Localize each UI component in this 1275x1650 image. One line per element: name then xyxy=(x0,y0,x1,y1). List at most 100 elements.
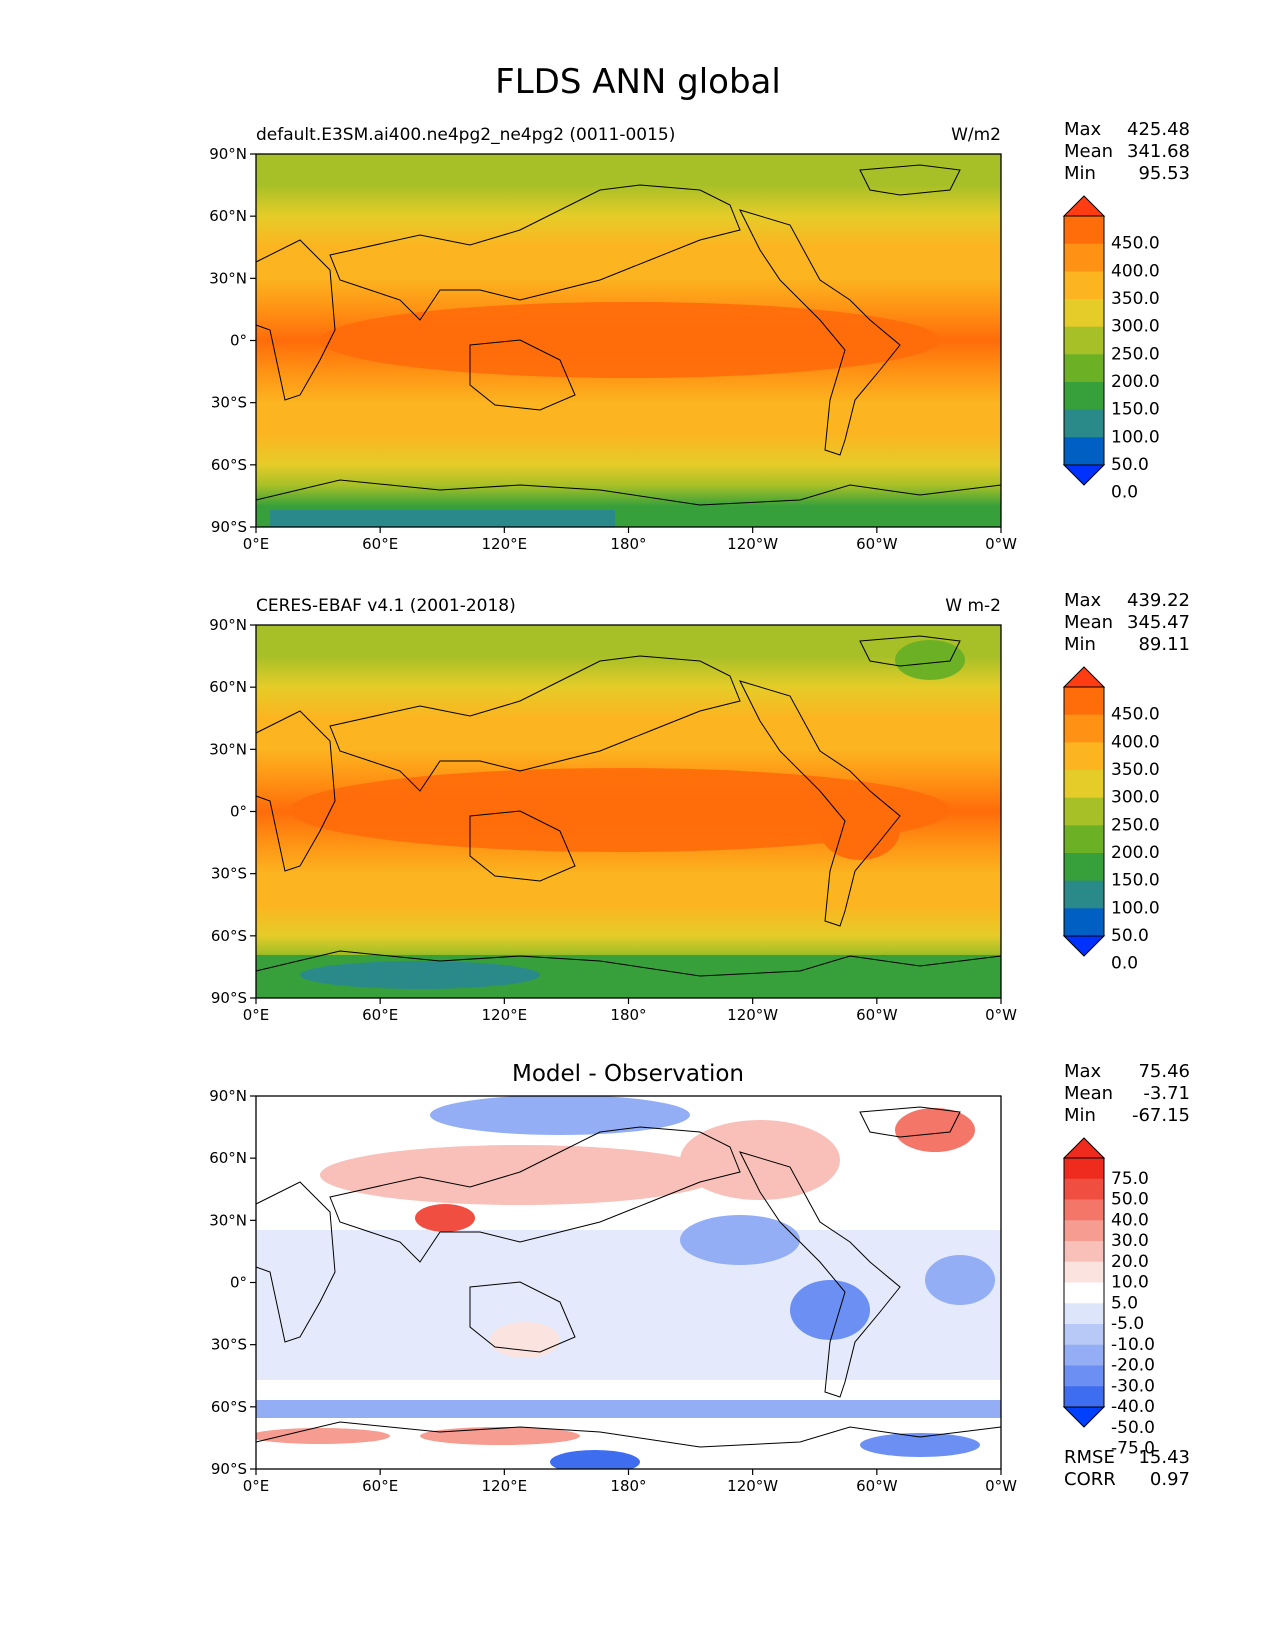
panel-test-stat-min-label: Min xyxy=(1064,163,1096,184)
diff-blob-sam-neg xyxy=(790,1280,870,1340)
colorbar-segment xyxy=(1064,797,1104,826)
colorbar-tick-label: 300.0 xyxy=(1111,788,1160,808)
colorbar-segment xyxy=(1064,687,1104,716)
y-tick-label: 90°S xyxy=(211,518,247,536)
panel-difference-title: Model - Observation xyxy=(512,1061,744,1087)
panel-reference-stat-min-label: Min xyxy=(1064,634,1096,655)
diff-band-so-neg xyxy=(256,1400,1001,1418)
diff-blob-antarctic-pos-2 xyxy=(420,1427,580,1445)
y-tick-label: 30°N xyxy=(209,1211,247,1229)
colorbar-tick-label: 400.0 xyxy=(1111,261,1160,281)
panel-reference-axes: 0°E 60°E 120°E 180° 120°W 60°W 0°W 90°N 60°N 30°N… xyxy=(209,616,1017,1024)
x-tick-label: 0°W xyxy=(985,535,1017,553)
colorbar-tick-label: 50.0 xyxy=(1111,1190,1149,1210)
x-tick-label: 120°W xyxy=(727,535,778,553)
colorbar-extend-max xyxy=(1062,195,1106,217)
diff-blob-asia-pos xyxy=(320,1145,720,1205)
colorbar-segment xyxy=(1064,1344,1104,1366)
y-tick-label: 60°N xyxy=(209,207,247,225)
y-tick-label: 30°S xyxy=(211,865,247,883)
panel-test-stat-mean: 341.68 xyxy=(1127,141,1190,162)
colorbar-tick-label: -30.0 xyxy=(1111,1376,1155,1396)
colorbar-tick-label: 250.0 xyxy=(1111,815,1160,835)
panel-difference-corr-label: CORR xyxy=(1064,1469,1116,1490)
colorbar-segment xyxy=(1064,1261,1104,1283)
panel-reference-greenland xyxy=(895,640,965,680)
panel-difference-colorbar: 75.050.040.030.020.010.05.0-5.0-10.0-20.… xyxy=(1062,1137,1155,1459)
panel-reference-colorbar: 450.0 400.0 350.0 300.0 250.0 200.0 150.0 100.0… xyxy=(1062,666,1160,974)
colorbar-tick-label: 450.0 xyxy=(1111,705,1160,725)
colorbar-segment xyxy=(1064,1241,1104,1263)
colorbar-segment xyxy=(1064,742,1104,771)
colorbar-segment xyxy=(1064,1158,1104,1180)
panel-difference-map xyxy=(256,1096,1001,1469)
y-tick-label: 60°S xyxy=(211,1398,247,1416)
colorbar-extend-min xyxy=(1062,1406,1106,1428)
panel-difference-stat-min-label: Min xyxy=(1064,1105,1096,1126)
y-tick-label: 30°S xyxy=(211,1336,247,1354)
colorbar-segment xyxy=(1064,1220,1104,1242)
panel-test-antarctic-band-2 xyxy=(805,510,1001,527)
diff-blob-greenland-pos xyxy=(895,1108,975,1152)
colorbar-segment xyxy=(1064,1386,1104,1408)
y-tick-label: 90°N xyxy=(209,145,247,163)
panel-reference-stat-mean-label: Mean xyxy=(1064,612,1113,633)
panel-test-axes: 0°E 60°E 120°E 180° 120°W 60°W 0°W 90°N 60°N 30°N… xyxy=(209,145,1017,553)
colorbar-tick-label: 400.0 xyxy=(1111,732,1160,752)
colorbar-segment xyxy=(1064,908,1104,937)
colorbar-tick-label: 200.0 xyxy=(1111,843,1160,863)
x-tick-label: 0°E xyxy=(243,1006,270,1024)
y-tick-label: 90°N xyxy=(209,1087,247,1105)
panel-reference-antarctic-core xyxy=(300,961,540,989)
panel-test-map xyxy=(256,154,1001,527)
colorbar-tick-label: 350.0 xyxy=(1111,760,1160,780)
colorbar-segment xyxy=(1064,825,1104,854)
x-tick-label: 60°W xyxy=(856,1006,898,1024)
colorbar-segment xyxy=(1064,1324,1104,1346)
panel-test: default.E3SM.ai400.ne4pg2_ne4pg2 (0011-0… xyxy=(209,119,1190,553)
colorbar-tick-label: -5.0 xyxy=(1111,1314,1144,1334)
colorbar-frame xyxy=(1063,686,1105,937)
y-tick-label: 0° xyxy=(230,332,247,350)
y-tick-label: 60°N xyxy=(209,1149,247,1167)
panel-test-coastlines xyxy=(255,164,1002,506)
colorbar-tick-label: 450.0 xyxy=(1111,234,1160,254)
colorbar-tick-label: 200.0 xyxy=(1111,372,1160,392)
panel-difference-stat-min: -67.15 xyxy=(1132,1105,1190,1126)
colorbar-segment xyxy=(1064,1178,1104,1200)
panel-test-units: W/m2 xyxy=(951,125,1001,145)
colorbar-tick-label: -10.0 xyxy=(1111,1335,1155,1355)
y-tick-label: 30°N xyxy=(209,740,247,758)
colorbar-segment xyxy=(1064,299,1104,328)
y-tick-label: 60°S xyxy=(211,927,247,945)
colorbar-extend-min xyxy=(1062,935,1106,957)
panel-reference-stat-min: 89.11 xyxy=(1138,634,1190,655)
panel-test-stat-mean-label: Mean xyxy=(1064,141,1113,162)
panel-difference-stat-max: 75.46 xyxy=(1138,1061,1190,1082)
colorbar-segment xyxy=(1064,216,1104,245)
colorbar-segment xyxy=(1064,1199,1104,1221)
colorbar-segment xyxy=(1064,271,1104,300)
panel-reference-stat-max: 439.22 xyxy=(1127,590,1190,611)
panel-test-colorbar: 450.0 400.0 350.0 300.0 250.0 200.0 150.0 100.0… xyxy=(1062,195,1160,503)
y-tick-label: 90°S xyxy=(211,989,247,1007)
panel-difference-corr: 0.97 xyxy=(1150,1469,1190,1490)
x-tick-label: 180° xyxy=(610,1477,646,1495)
y-tick-label: 90°N xyxy=(209,616,247,634)
x-tick-label: 0°W xyxy=(985,1477,1017,1495)
panel-difference-stat-max-label: Max xyxy=(1064,1061,1102,1082)
colorbar-tick-label: 50.0 xyxy=(1111,455,1149,475)
colorbar-segment xyxy=(1064,437,1104,466)
colorbar-tick-label: 0.0 xyxy=(1111,483,1138,503)
colorbar-segment xyxy=(1064,770,1104,799)
panel-test-antarctic-band xyxy=(270,510,615,527)
x-tick-label: 120°E xyxy=(482,1477,528,1495)
colorbar-tick-label: 100.0 xyxy=(1111,898,1160,918)
panel-test-stat-max: 425.48 xyxy=(1127,119,1190,140)
x-tick-label: 120°E xyxy=(482,1006,528,1024)
y-tick-label: 60°N xyxy=(209,678,247,696)
x-tick-label: 120°W xyxy=(727,1477,778,1495)
colorbar-tick-label: 30.0 xyxy=(1111,1231,1149,1251)
colorbar-segment xyxy=(1064,354,1104,383)
